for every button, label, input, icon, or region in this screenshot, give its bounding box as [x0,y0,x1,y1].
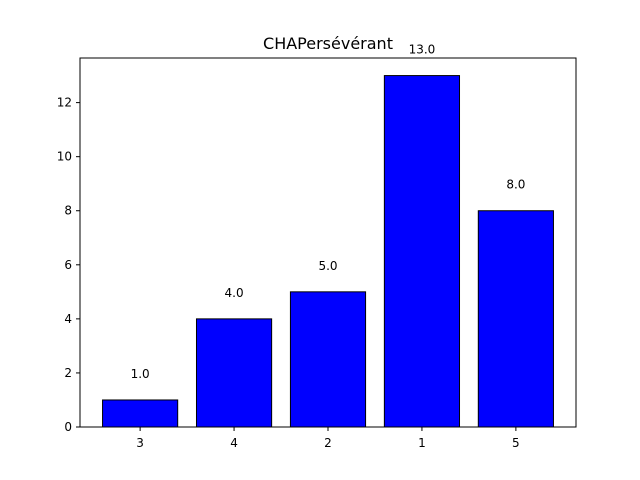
x-tick-labels: 3 4 2 1 5 [136,427,520,450]
y-tick-label: 4 [64,312,72,326]
bar-3 [102,399,179,428]
x-tick-label: 5 [512,436,520,450]
data-label: 13.0 [409,43,436,57]
y-tick-label: 12 [57,96,72,110]
y-tick-label: 10 [57,150,72,164]
y-tick-label: 2 [64,366,72,380]
data-label: 4.0 [225,286,244,300]
data-label: 1.0 [131,367,150,381]
y-tick-label: 0 [64,420,72,434]
bar-1 [383,75,461,428]
plot-area-frame [79,57,577,428]
x-tick-label: 2 [324,436,332,450]
data-label: 5.0 [318,259,337,273]
x-tick-label: 4 [230,436,238,450]
bar-4 [195,318,273,428]
y-tick-label: 6 [64,258,72,272]
x-tick-label: 1 [418,436,426,450]
bars-group [102,75,554,428]
x-tick-label: 3 [136,436,144,450]
data-label: 8.0 [506,178,525,192]
chart-title: CHAPersévérant [263,34,393,53]
y-tick-label: 8 [64,204,72,218]
bar-2 [289,291,367,428]
data-labels: 1.0 4.0 5.0 13.0 8.0 [131,43,526,381]
bar-5 [477,210,554,428]
y-tick-labels: 0 2 4 6 8 10 12 [57,96,80,434]
